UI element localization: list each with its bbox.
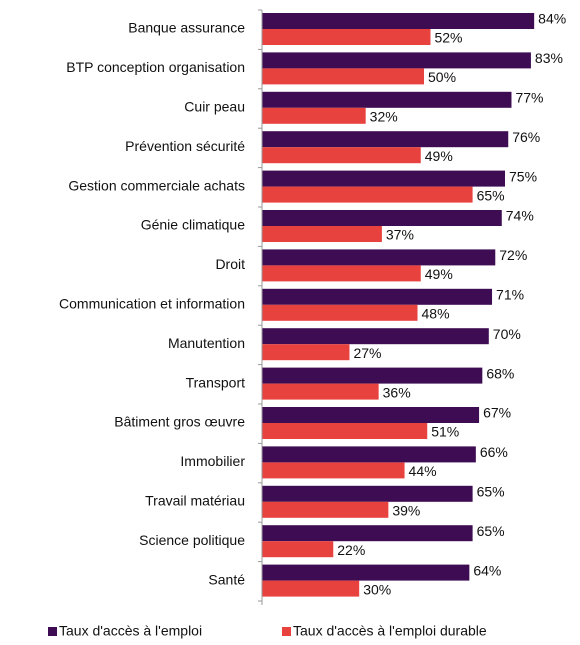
bar	[262, 210, 502, 226]
value-label: 49%	[425, 148, 453, 164]
value-label: 65%	[477, 187, 505, 203]
bar	[262, 288, 493, 305]
bar	[262, 170, 505, 187]
value-label: 27%	[353, 345, 381, 361]
value-label: 71%	[496, 287, 524, 303]
value-label: 75%	[509, 168, 537, 184]
category-label: Génie climatique	[141, 217, 245, 233]
bar	[262, 265, 421, 282]
bar	[262, 446, 476, 463]
bar	[262, 501, 389, 518]
category-label: Manutention	[168, 335, 245, 351]
category-label: Travail matériau	[145, 493, 245, 509]
value-label: 70%	[493, 326, 521, 342]
value-label: 64%	[473, 562, 501, 578]
legend-label: Taux d'accès à l'emploi	[59, 623, 202, 639]
value-label: 30%	[363, 581, 391, 597]
value-label: 84%	[538, 11, 566, 27]
category-label: Transport	[186, 374, 246, 390]
bar	[262, 91, 512, 108]
bar	[262, 131, 509, 148]
value-label: 51%	[431, 424, 459, 440]
category-label: BTP conception organisation	[66, 59, 245, 75]
value-label: 37%	[386, 227, 414, 243]
category-label: Immobilier	[180, 453, 245, 469]
bar	[262, 328, 489, 345]
value-label: 83%	[535, 50, 563, 66]
bar	[262, 541, 334, 558]
value-label: 67%	[483, 405, 511, 421]
bar	[262, 186, 473, 203]
value-label: 68%	[486, 365, 514, 381]
value-label: 65%	[477, 484, 505, 500]
category-label: Cuir peau	[184, 99, 245, 115]
value-label: 72%	[499, 247, 527, 263]
category-label: Santé	[208, 571, 245, 587]
value-label: 36%	[383, 384, 411, 400]
value-label: 32%	[370, 109, 398, 125]
bar	[262, 383, 379, 400]
bar	[262, 29, 431, 45]
value-label: 74%	[506, 208, 534, 224]
bar	[262, 580, 360, 597]
bar	[262, 147, 421, 164]
value-label: 50%	[428, 69, 456, 85]
value-label: 44%	[409, 463, 437, 479]
value-label: 65%	[477, 523, 505, 539]
value-label: 39%	[392, 503, 420, 519]
value-label: 76%	[512, 129, 540, 145]
bar	[262, 423, 428, 439]
bar	[262, 485, 473, 502]
legend-swatch	[48, 627, 57, 636]
value-label: 22%	[337, 542, 365, 558]
value-label: 52%	[434, 30, 462, 46]
bar	[262, 304, 418, 321]
category-label: Prévention sécurité	[125, 138, 245, 154]
category-label: Communication et information	[59, 296, 245, 312]
category-label: Bâtiment gros œuvre	[114, 414, 245, 430]
value-label: 66%	[480, 444, 508, 460]
bar	[262, 226, 382, 242]
legend-label: Taux d'accès à l'emploi durable	[293, 623, 487, 639]
bar	[262, 407, 480, 423]
bar	[262, 367, 483, 384]
bar	[262, 107, 366, 124]
category-label: Gestion commerciale achats	[68, 177, 245, 193]
category-label: Banque assurance	[128, 20, 245, 36]
bar	[262, 462, 405, 479]
category-label: Science politique	[139, 532, 245, 548]
legend-swatch	[282, 627, 291, 636]
bar	[262, 344, 350, 361]
bar	[262, 52, 531, 69]
value-label: 77%	[515, 90, 543, 106]
value-label: 48%	[422, 306, 450, 322]
bar	[262, 525, 473, 542]
bar	[262, 249, 496, 266]
value-label: 49%	[425, 266, 453, 282]
bar	[262, 564, 470, 581]
category-label: Droit	[215, 256, 245, 272]
bar	[262, 68, 424, 85]
bar	[262, 13, 535, 29]
